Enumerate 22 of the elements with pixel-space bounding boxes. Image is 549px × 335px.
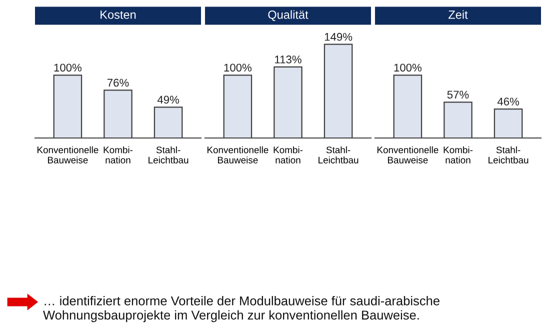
- x-tick-label: Stahl- Leichtbau: [148, 146, 188, 164]
- data-label: 100%: [394, 64, 422, 72]
- data-label: 49%: [157, 96, 180, 104]
- data-label: 46%: [497, 98, 520, 106]
- chart-title: Kosten: [100, 10, 136, 19]
- x-tick-label: Kombi- nation: [104, 146, 133, 164]
- x-tick-label: Konventionelle Bauweise: [377, 146, 438, 164]
- data-label: 149%: [324, 32, 352, 41]
- x-tick-label: Stahl- Leichtbau: [488, 146, 528, 164]
- x-tick-label: Konventionelle Bauweise: [37, 146, 98, 164]
- data-label: 113%: [275, 56, 302, 64]
- text: … identifiziert enorme Vorteile der Modulbauweise für saudi-arabische Wohnungsbauprojekte im Vergleich zur konventionellen Bauweise.: [43, 296, 440, 322]
- data-label: 100%: [54, 64, 82, 72]
- x-tick-label: Kombi- nation: [444, 146, 473, 164]
- x-tick-label: Stahl- Leichtbau: [318, 146, 358, 164]
- data-label: 76%: [107, 78, 129, 87]
- data-label: 57%: [447, 90, 469, 99]
- x-tick-label: Kombi- nation: [274, 146, 303, 164]
- x-tick-label: Konventionelle Bauweise: [207, 146, 268, 164]
- chart-title: Qualität: [268, 10, 308, 21]
- chart-title: Zeit: [448, 10, 468, 19]
- data-label: 100%: [224, 64, 252, 72]
